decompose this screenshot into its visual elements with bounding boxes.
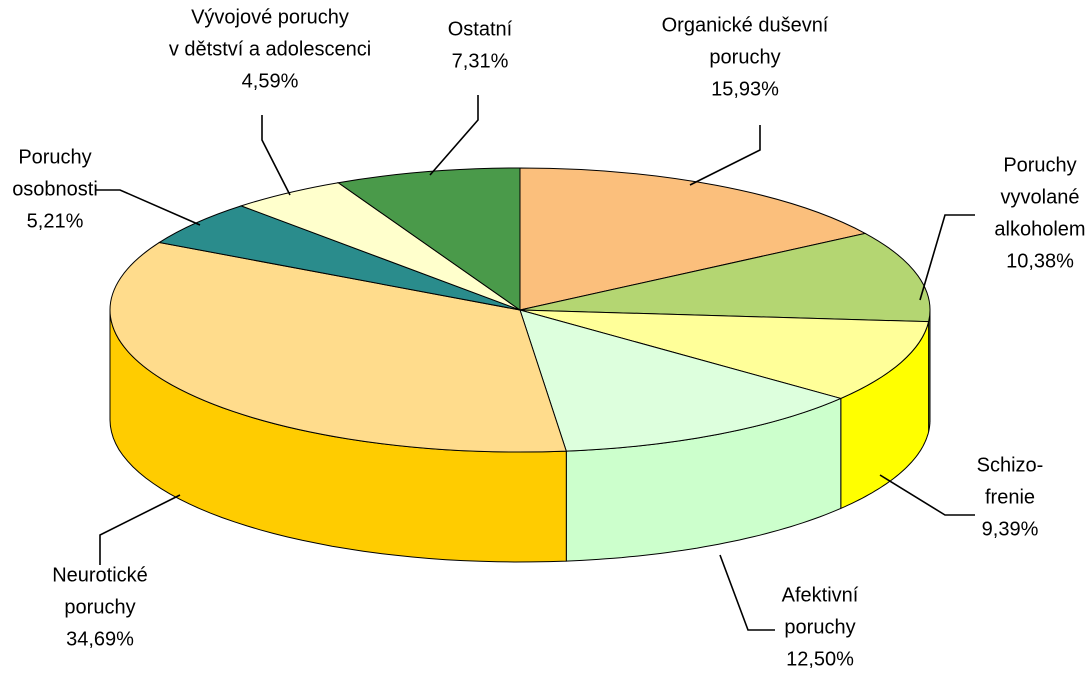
pie-slice: [519, 232, 931, 323]
slice-label: alkoholem: [994, 219, 1085, 241]
leader-line: [919, 214, 975, 301]
value-label: 10,38%: [1006, 251, 1074, 273]
pie-slice: [519, 309, 843, 452]
slice-label: Afektivní: [782, 585, 859, 607]
value-label: 4,59%: [242, 71, 299, 93]
value-label: 7,31%: [452, 51, 509, 73]
slice-label: Neurotické: [52, 565, 148, 587]
slice-label: vyvolané: [1001, 187, 1080, 209]
pie-slice: [336, 167, 521, 311]
leader-line: [261, 115, 291, 196]
value-label: 15,93%: [711, 79, 779, 101]
pie-slice: [519, 167, 867, 311]
slice-label: poruchy: [784, 617, 855, 639]
slice-label: Vývojové poruchy: [191, 7, 349, 29]
leader-line: [99, 494, 181, 565]
slice-label: poruchy: [709, 47, 780, 69]
slice-label: osobnosti: [12, 179, 98, 201]
value-label: 34,69%: [66, 629, 134, 651]
slice-label: Schizo-: [977, 455, 1044, 477]
pie-slice: [519, 309, 930, 399]
slice-label: Poruchy: [1003, 155, 1076, 177]
leader-line: [879, 474, 975, 516]
leader-line: [689, 125, 761, 186]
slice-label: Poruchy: [18, 147, 91, 169]
leader-line: [95, 189, 201, 226]
slice-label: v dětství a adolescenci: [169, 39, 371, 61]
leader-line: [719, 554, 775, 631]
value-label: 9,39%: [982, 519, 1039, 541]
value-label: 12,50%: [786, 649, 854, 671]
slice-label: poruchy: [64, 597, 135, 619]
slice-label: frenie: [985, 487, 1035, 509]
slice-label: Ostatní: [448, 19, 513, 41]
value-label: 5,21%: [27, 211, 84, 233]
pie-slice: [109, 241, 567, 453]
slice-label: Organické duševní: [662, 15, 829, 37]
leader-line: [429, 95, 479, 176]
